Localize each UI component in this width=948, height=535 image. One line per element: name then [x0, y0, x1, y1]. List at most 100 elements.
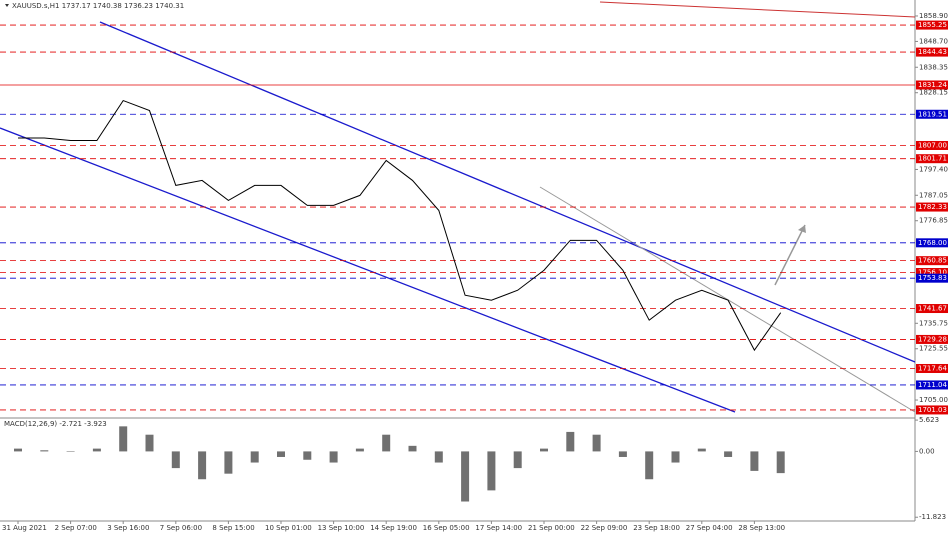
macd-bar: [198, 451, 207, 480]
macd-bar: [92, 448, 101, 452]
level-tag: [916, 268, 948, 278]
macd-bar: [14, 448, 22, 452]
x-tick-label: 8 Sep 15:00: [212, 524, 254, 532]
macd-bar: [697, 448, 706, 452]
level-tag: [916, 304, 948, 314]
level-label: 1753.83: [918, 274, 947, 282]
x-tick-label: 23 Sep 18:00: [633, 524, 680, 532]
macd-bar: [355, 448, 364, 452]
macd-bar: [671, 451, 680, 463]
levels: 1855.25 1844.43 1831.24 1819.51 1807.00 1801.…: [0, 20, 948, 415]
level-label: 1729.28: [918, 335, 947, 343]
level-label: 1756.10: [918, 269, 947, 277]
macd-bar: [277, 451, 285, 457]
level-tag: [916, 380, 948, 390]
level-label: 1711.04: [918, 381, 947, 389]
level-tag: [916, 256, 948, 266]
macd-bar: [171, 451, 180, 469]
level-tag: [916, 273, 948, 283]
level-label: 1801.71: [918, 155, 947, 163]
macd-bar: [750, 451, 759, 471]
level-tag: [916, 238, 948, 248]
y-tick-label: 1848.70: [919, 37, 948, 45]
level-label: 1717.64: [918, 364, 947, 372]
level-label: 1844.43: [918, 48, 947, 56]
x-tick-label: 16 Sep 05:00: [423, 524, 470, 532]
macd-bar: [303, 451, 312, 460]
level-tag: [916, 47, 948, 57]
x-tick-label: 10 Sep 01:00: [265, 524, 312, 532]
arrow-head: [798, 225, 806, 233]
channel-lower: [0, 127, 736, 413]
x-tick-label: 31 Aug 2021: [2, 524, 47, 532]
x-tick-label: 28 Sep 13:00: [738, 524, 785, 532]
macd-bar: [329, 451, 338, 463]
x-tick-label: 21 Sep 00:00: [528, 524, 575, 532]
macd-bar: [40, 450, 49, 452]
level-label: 1782.33: [918, 203, 947, 211]
level-tag: [916, 140, 948, 150]
level-label: 1807.00: [918, 141, 947, 149]
level-label: 1855.25: [918, 21, 947, 29]
macd-bar: [487, 451, 496, 491]
macd-bar: [434, 451, 443, 463]
forecast-arrow: [774, 224, 806, 286]
macd-bar: [408, 445, 417, 452]
macd-bar: [250, 451, 259, 463]
macd-bar: [566, 431, 575, 452]
y-tick-label: 1828.15: [919, 89, 948, 97]
level-tag: [916, 109, 948, 119]
y-tick-label: 1797.40: [919, 165, 948, 173]
y-tick-label: 5.623: [919, 416, 939, 424]
level-tag: [916, 154, 948, 164]
x-tick-label: 27 Sep 04:00: [686, 524, 733, 532]
x-tick-label: 7 Sep 06:00: [160, 524, 202, 532]
y-tick-label: 1776.85: [919, 217, 948, 225]
y-tick-label: 1725.55: [919, 345, 948, 353]
level-tag: [916, 405, 948, 415]
y-tick-label: 1787.05: [919, 191, 948, 199]
x-tick-label: 14 Sep 19:00: [370, 524, 417, 532]
trend-line-top: [599, 1, 916, 18]
macd-bar: [724, 451, 733, 457]
macd-bar: [382, 434, 391, 452]
level-label: 1831.24: [918, 81, 947, 89]
y-tick-label: 1705.00: [919, 396, 948, 404]
level-label: 1741.67: [918, 305, 947, 313]
macd-bar: [119, 426, 128, 452]
level-label: 1760.85: [918, 257, 947, 265]
macd-title: MACD(12,26,9) -2.721 -3.923: [4, 420, 107, 428]
level-tag: [916, 20, 948, 30]
macd-bar: [540, 448, 548, 452]
macd-bar: [592, 434, 601, 452]
x-tick-label: 22 Sep 09:00: [581, 524, 628, 532]
macd-bar: [645, 451, 654, 480]
macd-bar: [461, 451, 470, 502]
macd-bar: [776, 451, 785, 474]
channel-upper: [99, 21, 916, 363]
price-line: [18, 99, 782, 352]
level-label: 1768.00: [918, 239, 947, 247]
macd-bar: [513, 451, 522, 469]
level-tag: [916, 202, 948, 212]
macd-bar: [618, 451, 627, 457]
level-tag: [916, 363, 948, 373]
level-label: 1701.03: [918, 406, 947, 414]
chart-title: XAUUSD.s,H1 1737.17 1740.38 1736.23 1740…: [12, 2, 184, 10]
level-label: 1819.51: [918, 110, 947, 118]
y-tick-label: -11.823: [919, 513, 946, 521]
x-tick-label: 17 Sep 14:00: [475, 524, 522, 532]
y-tick-label: 0.00: [919, 447, 935, 455]
macd-bar: [145, 434, 154, 452]
macd-bar: [66, 451, 75, 452]
menu-icon: [5, 4, 9, 7]
macd-bar: [224, 451, 233, 474]
y-tick-label: 1735.75: [919, 319, 948, 327]
x-tick-label: 3 Sep 16:00: [107, 524, 149, 532]
x-tick-label: 13 Sep 10:00: [318, 524, 365, 532]
level-tag: [916, 334, 948, 344]
level-tag: [916, 80, 948, 90]
x-tick-label: 2 Sep 07:00: [55, 524, 97, 532]
